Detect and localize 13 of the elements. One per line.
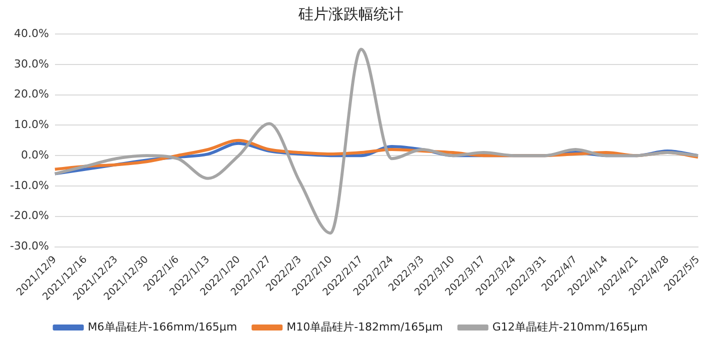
y-tick-label: 0.0% (20, 148, 49, 162)
y-tick-label: -30.0% (10, 240, 49, 253)
y-tick-label: 30.0% (14, 57, 49, 70)
legend-label: G12单晶硅片-210mm/165μm (492, 320, 648, 334)
y-tick-label: -10.0% (10, 178, 49, 192)
y-tick-label: 10.0% (14, 118, 49, 132)
chart-title: 硅片涨跌幅统计 (298, 4, 404, 23)
legend-label: M10单晶硅片-182mm/165μm (286, 320, 443, 334)
legend-label: M6单晶硅片-166mm/165μm (88, 320, 238, 334)
y-tick-label: -20.0% (10, 209, 49, 222)
y-tick-label: 40.0% (14, 26, 49, 40)
y-tick-label: 20.0% (14, 88, 49, 101)
line-series (53, 48, 700, 235)
